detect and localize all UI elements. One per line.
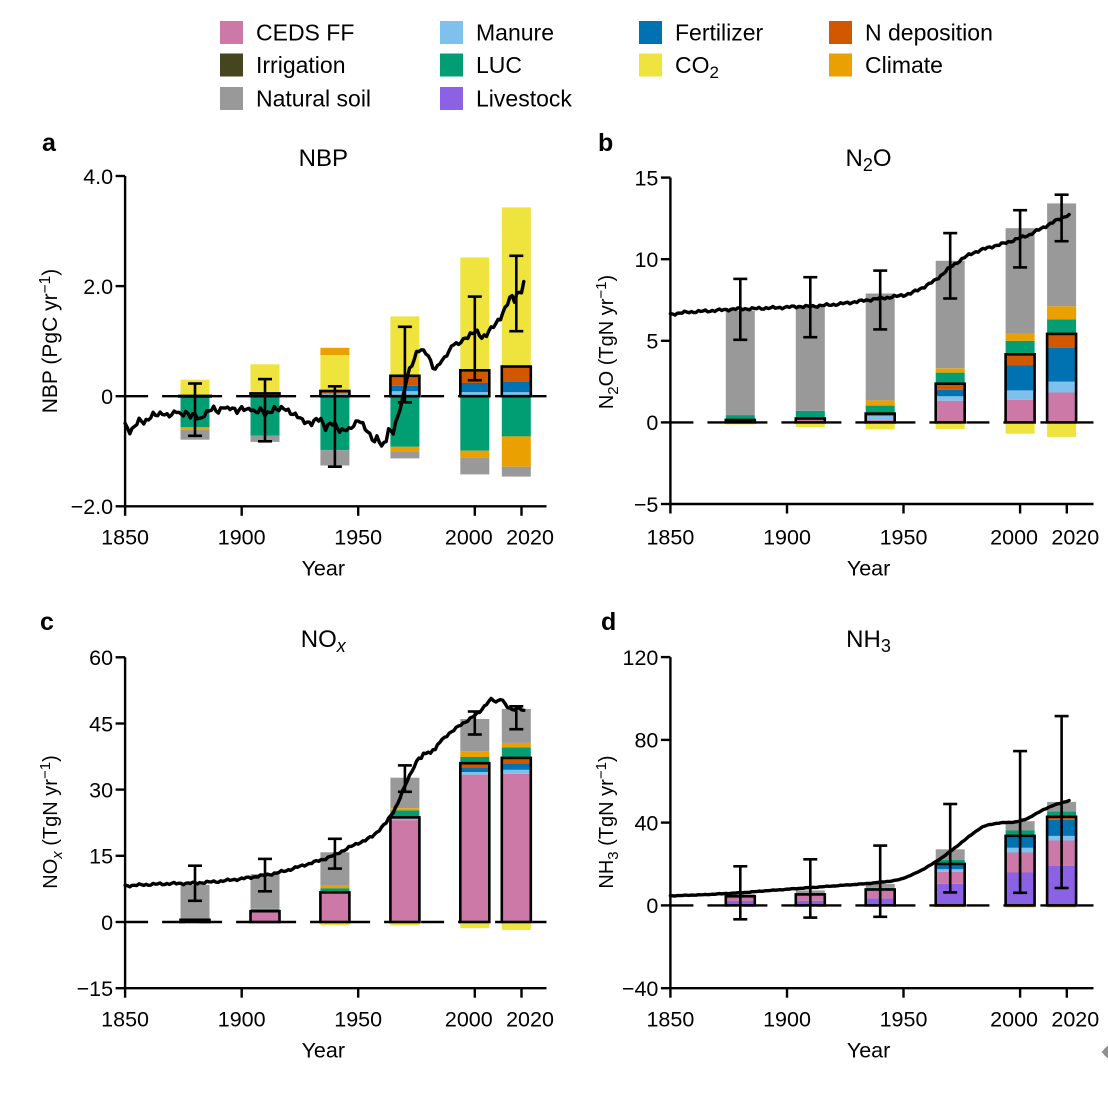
svg-text:1850: 1850 [646,1008,694,1032]
svg-text:2000: 2000 [990,1008,1038,1032]
svg-text:15: 15 [89,845,113,869]
svg-text:Manure: Manure [476,20,554,46]
svg-text:0: 0 [646,411,658,435]
svg-text:Year: Year [847,1039,890,1063]
svg-text:Irrigation: Irrigation [256,52,345,78]
svg-text:4.0: 4.0 [83,165,113,189]
svg-text:30: 30 [89,778,113,802]
svg-text:2.0: 2.0 [83,275,113,299]
svg-text:2020: 2020 [506,525,554,549]
svg-text:2020: 2020 [506,1008,554,1032]
svg-text:15: 15 [634,166,658,190]
svg-text:5: 5 [646,330,658,354]
svg-text:1900: 1900 [218,525,266,549]
svg-text:Year: Year [302,557,345,581]
svg-text:45: 45 [89,712,113,736]
svg-text:1900: 1900 [763,525,811,549]
svg-text:N deposition: N deposition [865,20,993,46]
svg-text:1900: 1900 [218,1008,266,1032]
svg-text:Fertilizer: Fertilizer [675,20,764,46]
svg-text:1900: 1900 [763,1008,811,1032]
svg-text:CEDS FF: CEDS FF [256,20,354,46]
svg-text:−5: −5 [634,493,659,517]
svg-text:2000: 2000 [990,525,1038,549]
svg-text:60: 60 [89,646,113,670]
svg-text:1950: 1950 [880,525,928,549]
svg-text:Year: Year [847,557,890,581]
svg-text:c: c [40,608,54,636]
svg-text:1850: 1850 [646,525,694,549]
svg-text:NBP: NBP [299,145,348,172]
svg-text:Livestock: Livestock [476,86,572,112]
svg-text:0: 0 [646,894,658,918]
svg-text:LUC: LUC [476,52,522,78]
svg-text:−2.0: −2.0 [71,495,113,519]
svg-text:1950: 1950 [880,1008,928,1032]
svg-text:b: b [598,129,613,157]
svg-text:−15: −15 [77,977,114,1001]
svg-text:0: 0 [101,911,113,935]
svg-text:40: 40 [634,811,658,835]
svg-text:10: 10 [634,248,658,272]
svg-text:Climate: Climate [865,52,943,78]
svg-text:0: 0 [101,385,113,409]
svg-text:2000: 2000 [445,525,493,549]
svg-text:120: 120 [623,646,659,670]
svg-text:80: 80 [634,729,658,753]
svg-text:1950: 1950 [334,525,382,549]
svg-text:1950: 1950 [334,1008,382,1032]
svg-text:1850: 1850 [101,525,149,549]
svg-text:2020: 2020 [1051,525,1099,549]
svg-text:Natural soil: Natural soil [256,86,371,112]
svg-text:2000: 2000 [445,1008,493,1032]
svg-text:a: a [42,129,57,157]
svg-text:1850: 1850 [101,1008,149,1032]
svg-text:2020: 2020 [1051,1008,1099,1032]
svg-text:d: d [601,608,616,636]
svg-text:−40: −40 [622,977,659,1001]
svg-text:Year: Year [302,1039,345,1063]
